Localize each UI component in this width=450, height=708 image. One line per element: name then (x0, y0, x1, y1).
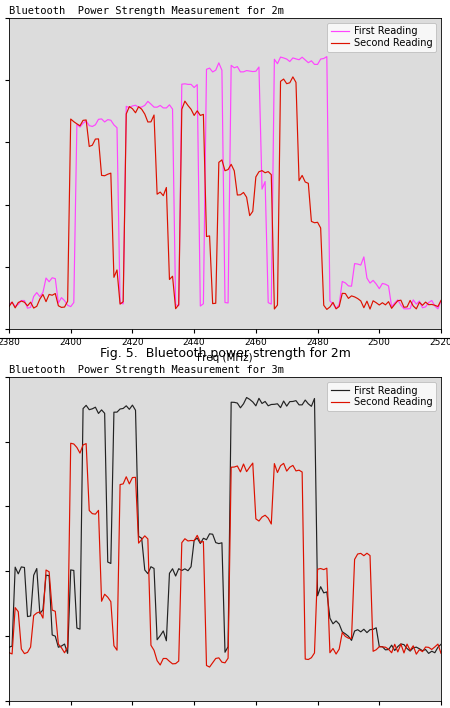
Line: Second Reading: Second Reading (9, 443, 441, 667)
Second Reading (290, 73, 296, 81)
Second Reading (438, 649, 444, 658)
First Reading (405, 304, 410, 313)
Second Reading (324, 305, 329, 314)
Second Reading (423, 643, 428, 651)
First Reading (377, 642, 382, 651)
Second Reading (9, 298, 15, 307)
First Reading (244, 393, 249, 401)
Second Reading (151, 646, 157, 655)
First Reading (423, 302, 428, 311)
Legend: First Reading, Second Reading: First Reading, Second Reading (328, 382, 436, 411)
First Reading (9, 642, 15, 651)
Second Reading (31, 611, 36, 620)
Line: First Reading: First Reading (9, 397, 441, 653)
First Reading (420, 646, 425, 655)
First Reading (6, 299, 12, 308)
Second Reading (9, 650, 15, 658)
Text: Fig. 5.  Bluetooth power strength for 2m: Fig. 5. Bluetooth power strength for 2m (99, 347, 351, 360)
Second Reading (6, 302, 12, 311)
First Reading (6, 643, 12, 651)
Text: Bluetooth  Power Strength Measurement for 2m: Bluetooth Power Strength Measurement for… (9, 6, 284, 16)
Second Reading (68, 439, 73, 447)
Line: First Reading: First Reading (9, 57, 441, 309)
Legend: First Reading, Second Reading: First Reading, Second Reading (328, 23, 436, 52)
Second Reading (438, 296, 444, 304)
First Reading (426, 649, 432, 658)
Second Reading (148, 118, 153, 126)
Second Reading (207, 663, 212, 671)
First Reading (31, 292, 36, 301)
First Reading (386, 645, 391, 653)
Second Reading (389, 649, 394, 657)
Second Reading (389, 304, 394, 312)
First Reading (148, 100, 153, 108)
First Reading (148, 562, 153, 571)
Second Reading (423, 298, 428, 307)
Text: Bluetooth  Power Strength Measurement for 3m: Bluetooth Power Strength Measurement for… (9, 365, 284, 375)
Second Reading (31, 304, 36, 312)
First Reading (31, 571, 36, 580)
Second Reading (380, 643, 385, 651)
Second Reading (6, 649, 12, 657)
First Reading (438, 640, 444, 649)
Second Reading (380, 299, 385, 307)
First Reading (9, 298, 15, 307)
First Reading (377, 285, 382, 293)
First Reading (438, 297, 444, 305)
First Reading (386, 282, 391, 290)
First Reading (324, 52, 329, 61)
X-axis label: Freq (MHz): Freq (MHz) (197, 353, 253, 363)
Line: Second Reading: Second Reading (9, 77, 441, 309)
